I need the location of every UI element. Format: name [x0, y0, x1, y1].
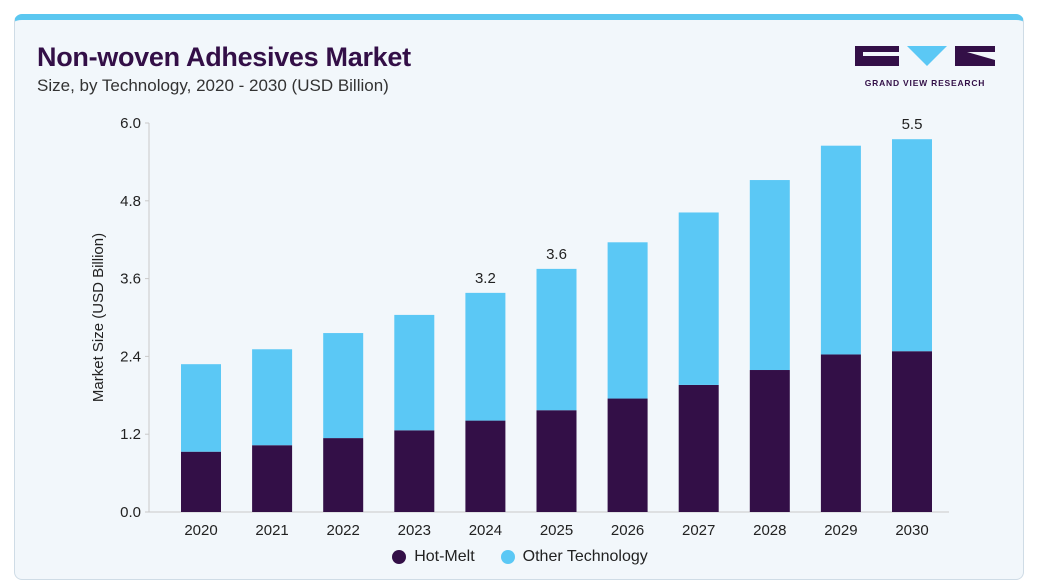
bar-other-technology-2029 — [820, 145, 861, 355]
bar-hot-melt-2022 — [323, 438, 364, 512]
legend-item-hot-melt: Hot-Melt — [392, 548, 475, 566]
bar-hot-melt-2025 — [536, 410, 577, 512]
gvr-logo: GRAND VIEW RESEARCH — [855, 40, 1005, 92]
x-tick-label-2021: 2021 — [255, 522, 288, 539]
legend-swatch-hot-melt — [392, 550, 407, 564]
data-label-2030: 5.5 — [902, 116, 923, 133]
bar-hot-melt-2026 — [607, 398, 648, 512]
x-tick-label-2030: 2030 — [895, 522, 928, 539]
bar-hot-melt-2028 — [749, 370, 790, 512]
x-tick-label-2029: 2029 — [824, 522, 857, 539]
x-tick-label-2025: 2025 — [540, 522, 573, 539]
bar-hot-melt-2029 — [820, 354, 861, 512]
bar-other-technology-2025 — [536, 268, 577, 411]
y-tick-label: 6.0 — [120, 115, 141, 132]
y-tick-label: 3.6 — [120, 271, 141, 288]
x-tick-label-2023: 2023 — [398, 522, 431, 539]
x-tick-label-2026: 2026 — [611, 522, 644, 539]
plot-area: 0.0 1.2 2.4 3.6 4.8 6.0 Market Size (USD Billi… — [90, 115, 949, 539]
bar-other-technology-2024 — [465, 292, 506, 421]
chart-subtitle: Size, by Technology, 2020 - 2030 (USD Bi… — [37, 76, 389, 95]
bar-other-technology-2027 — [678, 212, 719, 385]
y-tick-label: 0.0 — [120, 504, 141, 521]
bar-other-technology-2021 — [252, 349, 293, 446]
bar-other-technology-2022 — [323, 333, 364, 439]
chart-title: Non-woven Adhesives Market — [37, 42, 411, 72]
y-tick-label: 4.8 — [120, 193, 141, 210]
y-axis-title: Market Size (USD Billion) — [90, 233, 107, 402]
bar-other-technology-2030 — [892, 139, 932, 352]
x-tick-label-2027: 2027 — [682, 522, 715, 539]
bar-other-technology-2026 — [607, 242, 648, 399]
bar-hot-melt-2027 — [678, 384, 719, 512]
bar-other-technology-2028 — [749, 180, 790, 371]
bar-hot-melt-2021 — [252, 445, 293, 512]
data-label-2025: 3.6 — [546, 246, 567, 263]
y-tick-label: 1.2 — [120, 426, 141, 443]
x-tick-label-2020: 2020 — [184, 522, 217, 539]
x-tick-label-2024: 2024 — [469, 522, 502, 539]
bar-hot-melt-2030 — [892, 351, 932, 512]
bar-other-technology-2023 — [394, 314, 435, 431]
chart-card: Non-woven Adhesives Market Size, by Tech… — [14, 14, 1024, 580]
x-tick-label-2028: 2028 — [753, 522, 786, 539]
data-label-2024: 3.2 — [475, 270, 496, 287]
logo-text: GRAND VIEW RESEARCH — [864, 78, 986, 88]
bar-other-technology-2020 — [181, 364, 221, 452]
x-tick-label-2022: 2022 — [327, 522, 360, 539]
y-tick-label: 2.4 — [120, 348, 141, 365]
gvr-logo-icon — [855, 46, 995, 66]
legend: Hot-Melt Other Technology — [15, 548, 1025, 566]
legend-item-other-technology: Other Technology — [500, 548, 648, 566]
bar-hot-melt-2024 — [465, 420, 506, 512]
legend-label-hot-melt: Hot-Melt — [414, 548, 475, 565]
legend-label-other-technology: Other Technology — [522, 548, 648, 565]
bar-hot-melt-2023 — [394, 430, 435, 512]
bar-hot-melt-2020 — [181, 451, 221, 512]
legend-swatch-other-technology — [500, 550, 515, 564]
